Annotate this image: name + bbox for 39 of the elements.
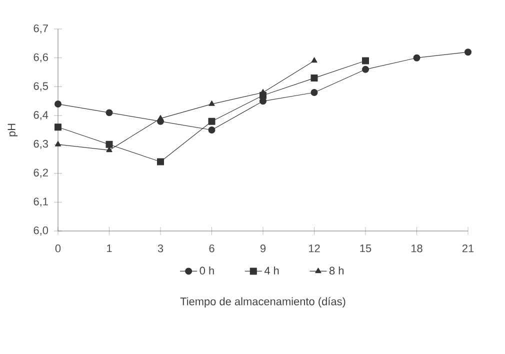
- x-tick-label: 18: [411, 244, 422, 252]
- y-tick-label: 6,3: [34, 140, 48, 149]
- y-axis-title: pH: [8, 124, 18, 136]
- point: [362, 66, 370, 73]
- point: [310, 74, 318, 82]
- y-tick-label: 6,0: [34, 226, 48, 236]
- y-tick-label: 6,4: [34, 111, 48, 120]
- x-tick-label: 0: [55, 244, 61, 252]
- point: [106, 140, 113, 148]
- point: [54, 124, 62, 131]
- point: [208, 126, 216, 134]
- point: [157, 158, 164, 166]
- y-tick-label: 6,1: [34, 198, 48, 207]
- point: [362, 57, 370, 64]
- y-tick-label: 6,5: [34, 82, 48, 92]
- legend-label: 8 h: [329, 266, 344, 275]
- x-tick-label: 15: [360, 244, 372, 252]
- point: [208, 118, 216, 125]
- point: [54, 140, 62, 146]
- y-tick-label: 6,2: [34, 168, 48, 178]
- x-tick-label: 12: [308, 244, 320, 252]
- y-tick-label: 6,6: [34, 53, 48, 62]
- x-axis-title: Tiempo de almacenamiento (días): [180, 297, 346, 308]
- legend-label: 0 h: [200, 266, 214, 275]
- x-tick-label: 3: [158, 244, 164, 252]
- x-tick-label: 1: [107, 244, 112, 252]
- point: [208, 100, 215, 106]
- point: [157, 114, 164, 120]
- point: [106, 109, 113, 116]
- point: [464, 48, 472, 56]
- point: [413, 54, 420, 62]
- legend-label: 4 h: [264, 266, 279, 274]
- x-tick-label: 21: [462, 244, 474, 252]
- point: [310, 88, 318, 96]
- x-tick-label: 9: [260, 244, 266, 252]
- x-tick-label: 6: [209, 244, 214, 252]
- y-tick-label: 6,7: [34, 24, 48, 34]
- point: [311, 57, 318, 63]
- point: [54, 100, 62, 108]
